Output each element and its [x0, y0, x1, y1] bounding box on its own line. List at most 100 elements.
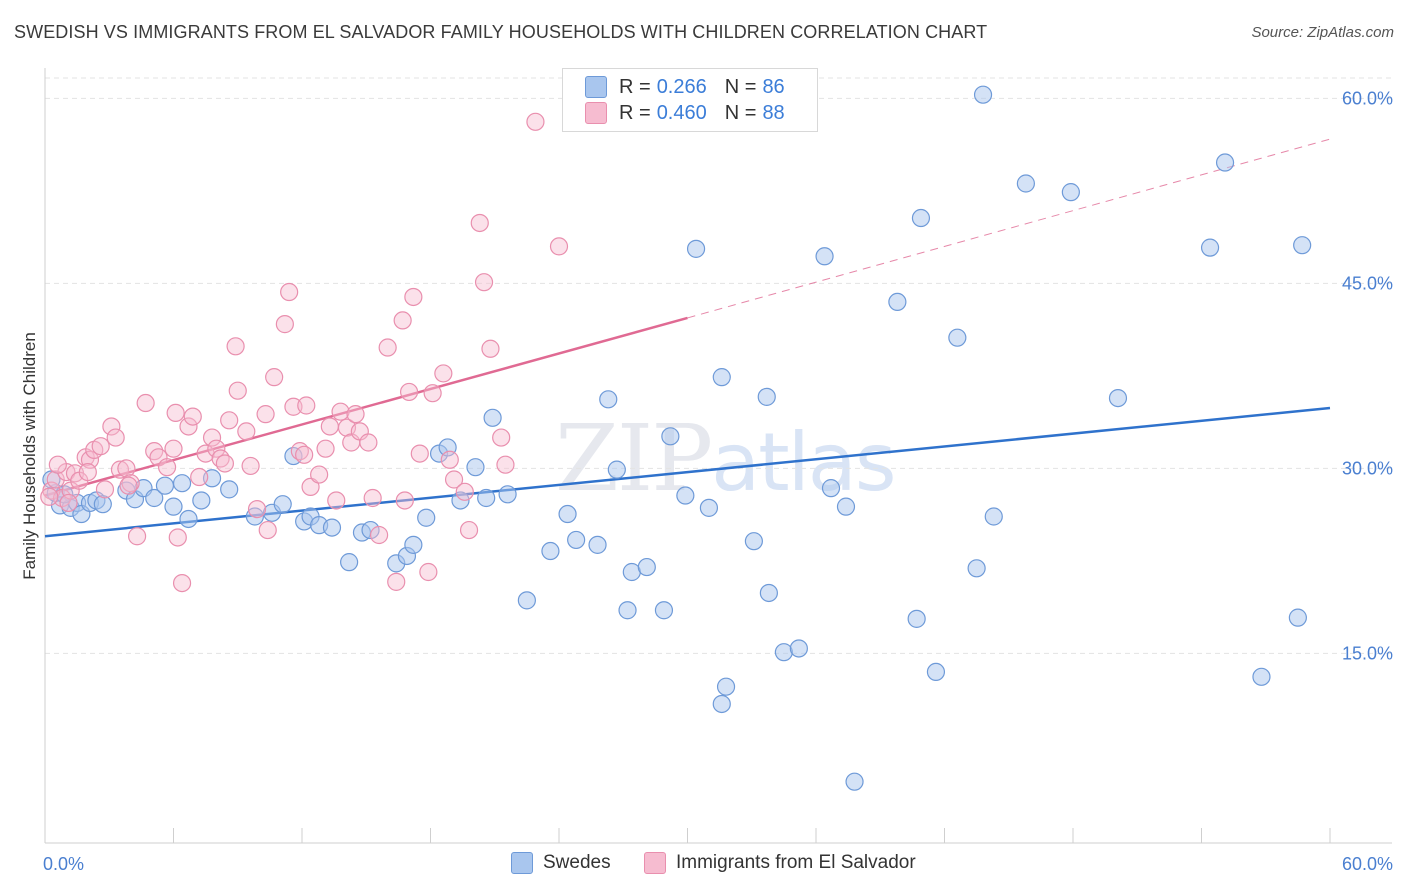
- legend-label-swedes: Swedes: [543, 852, 611, 873]
- legend-item-salvador[interactable]: Immigrants from El Salvador: [644, 852, 916, 874]
- point-swedes: [172, 474, 192, 493]
- point-swedes: [483, 408, 502, 427]
- point-salvador: [202, 428, 222, 447]
- point-swedes: [637, 557, 656, 577]
- point-salvador: [164, 439, 183, 458]
- point-swedes: [1288, 608, 1307, 627]
- point-swedes: [541, 541, 560, 561]
- tick-labels: 15.0% 30.0% 45.0% 60.0% 0.0% 60.0%: [43, 88, 1393, 874]
- point-swedes: [1108, 389, 1128, 408]
- grid-lines: [45, 77, 1392, 654]
- legend-r-value: 0.460: [656, 101, 707, 124]
- point-swedes: [836, 497, 856, 516]
- point-swedes: [192, 491, 211, 510]
- point-salvador: [387, 572, 406, 591]
- point-swedes: [361, 520, 380, 540]
- legend-n-value: 88: [762, 101, 785, 124]
- point-salvador: [110, 460, 130, 479]
- point-swedes: [1252, 667, 1271, 686]
- point-swedes: [517, 591, 536, 610]
- point-swedes: [911, 208, 931, 228]
- point-swedes: [789, 639, 808, 658]
- point-salvador: [91, 437, 110, 456]
- point-salvador: [297, 396, 316, 415]
- point-salvador: [95, 480, 115, 499]
- point-swedes: [712, 368, 731, 387]
- point-salvador: [226, 337, 245, 356]
- legend-n-label: N =: [724, 101, 757, 124]
- point-salvador: [241, 456, 260, 476]
- point-salvador: [492, 428, 511, 447]
- point-salvador: [444, 470, 464, 489]
- point-swedes: [1293, 236, 1312, 255]
- point-swedes: [686, 239, 706, 258]
- point-swedes: [699, 498, 719, 517]
- point-salvador: [378, 338, 397, 357]
- point-salvador: [106, 428, 125, 447]
- point-salvador: [40, 487, 59, 506]
- point-swedes: [477, 488, 496, 508]
- legend-n-label: N =: [724, 75, 757, 98]
- point-salvador: [359, 433, 378, 452]
- point-salvador: [59, 493, 78, 513]
- point-salvador: [215, 454, 234, 473]
- point-salvador: [237, 422, 256, 441]
- point-salvador: [183, 407, 202, 426]
- point-salvador: [474, 273, 494, 292]
- point-salvador: [399, 382, 419, 402]
- legend-n-value: 86: [762, 75, 785, 98]
- legend-r-value: 0.266: [656, 75, 707, 98]
- point-swedes: [948, 328, 967, 347]
- point-swedes: [1016, 174, 1035, 193]
- y-axis-title: Family Households with Children: [20, 332, 39, 580]
- x-tick-label: 60.0%: [1342, 854, 1393, 874]
- point-salvador: [190, 467, 209, 487]
- point-salvador: [395, 491, 414, 510]
- chart-title: SWEDISH VS IMMIGRANTS FROM EL SALVADOR F…: [14, 22, 988, 42]
- point-swedes: [145, 488, 164, 508]
- legend-r-label: R =: [619, 101, 651, 124]
- point-swedes: [757, 387, 776, 406]
- point-salvador: [410, 444, 429, 463]
- y-tick-label: 60.0%: [1342, 88, 1393, 108]
- point-salvador: [228, 381, 247, 400]
- point-swedes: [815, 247, 834, 266]
- point-salvador: [78, 463, 97, 482]
- point-swedes: [716, 677, 736, 696]
- point-salvador: [172, 574, 192, 593]
- point-swedes: [498, 485, 517, 504]
- trendline-salvador: [44, 316, 688, 497]
- point-swedes: [273, 495, 292, 514]
- point-swedes: [417, 508, 436, 527]
- point-swedes: [340, 553, 359, 572]
- point-swedes: [744, 532, 763, 551]
- point-salvador: [404, 287, 423, 307]
- point-salvador: [440, 450, 459, 469]
- point-swedes: [888, 292, 907, 312]
- legend-swatch-salvador: [585, 102, 607, 124]
- point-salvador: [419, 562, 438, 582]
- point-salvador: [526, 112, 545, 131]
- point-swedes: [821, 479, 841, 498]
- legend-item-swedes[interactable]: Swedes: [511, 852, 611, 874]
- point-swedes: [759, 583, 778, 603]
- point-swedes: [774, 643, 793, 662]
- point-swedes: [676, 486, 695, 505]
- legend-r-label: R =: [619, 75, 651, 98]
- y-tick-label: 15.0%: [1342, 643, 1393, 663]
- legend-swatch-salvador: [644, 852, 666, 874]
- point-salvador: [423, 384, 442, 403]
- point-salvador: [207, 439, 226, 458]
- point-salvador: [481, 339, 500, 358]
- axes: [44, 68, 1392, 844]
- y-tick-label: 45.0%: [1342, 273, 1393, 293]
- point-swedes: [926, 662, 946, 682]
- legend-swatch-swedes: [511, 852, 533, 874]
- point-salvador: [265, 368, 284, 387]
- point-swedes: [202, 469, 222, 488]
- point-salvador: [320, 417, 339, 436]
- point-salvador: [363, 488, 382, 508]
- point-salvador: [157, 458, 177, 477]
- point-salvador: [346, 405, 365, 424]
- point-swedes: [220, 480, 239, 499]
